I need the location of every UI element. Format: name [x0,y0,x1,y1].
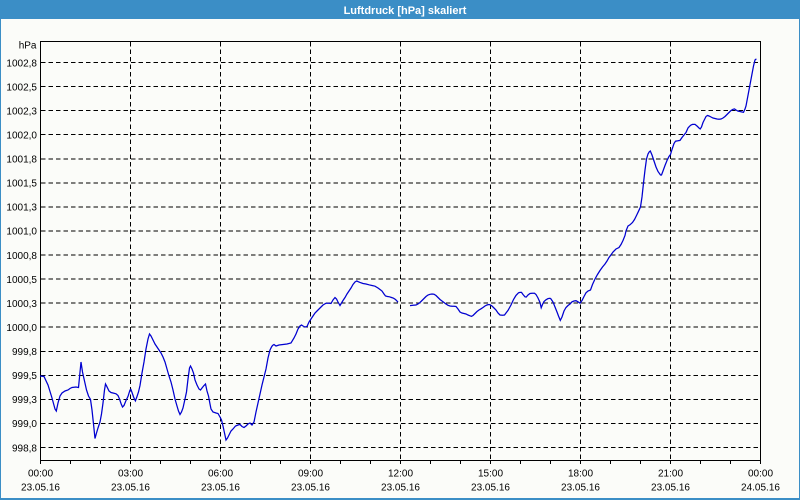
svg-text:23.05.16: 23.05.16 [381,483,420,494]
svg-text:1002,8: 1002,8 [6,58,37,69]
svg-text:1001,8: 1001,8 [6,155,37,166]
svg-text:06:00: 06:00 [208,469,233,480]
svg-text:23.05.16: 23.05.16 [111,483,150,494]
svg-text:03:00: 03:00 [118,469,143,480]
svg-text:09:00: 09:00 [298,469,323,480]
svg-text:1000,0: 1000,0 [6,323,37,334]
svg-text:1002,0: 1002,0 [6,130,37,141]
svg-text:1001,3: 1001,3 [6,203,37,214]
svg-text:1002,5: 1002,5 [6,82,37,93]
svg-text:1000,5: 1000,5 [6,275,37,286]
svg-text:12:00: 12:00 [388,469,413,480]
svg-text:23.05.16: 23.05.16 [471,483,510,494]
svg-text:1001,0: 1001,0 [6,227,37,238]
svg-text:1001,5: 1001,5 [6,179,37,190]
svg-text:24.05.16: 24.05.16 [741,483,780,494]
svg-text:23.05.16: 23.05.16 [291,483,330,494]
svg-text:hPa: hPa [19,41,37,52]
svg-text:999,0: 999,0 [12,419,37,430]
svg-text:23.05.16: 23.05.16 [201,483,240,494]
svg-text:23.05.16: 23.05.16 [561,483,600,494]
svg-text:1002,3: 1002,3 [6,106,37,117]
svg-text:1000,3: 1000,3 [6,299,37,310]
svg-text:00:00: 00:00 [28,469,53,480]
svg-text:00:00: 00:00 [748,469,773,480]
svg-text:Luftdruck [hPa] skaliert: Luftdruck [hPa] skaliert [344,5,467,17]
svg-text:999,3: 999,3 [12,395,37,406]
svg-text:1000,8: 1000,8 [6,251,37,262]
svg-text:999,5: 999,5 [12,371,37,382]
svg-text:15:00: 15:00 [478,469,503,480]
svg-text:23.05.16: 23.05.16 [651,483,690,494]
svg-text:21:00: 21:00 [658,469,683,480]
svg-text:998,8: 998,8 [12,443,37,454]
svg-text:18:00: 18:00 [568,469,593,480]
svg-text:999,8: 999,8 [12,347,37,358]
svg-text:23.05.16: 23.05.16 [21,483,60,494]
